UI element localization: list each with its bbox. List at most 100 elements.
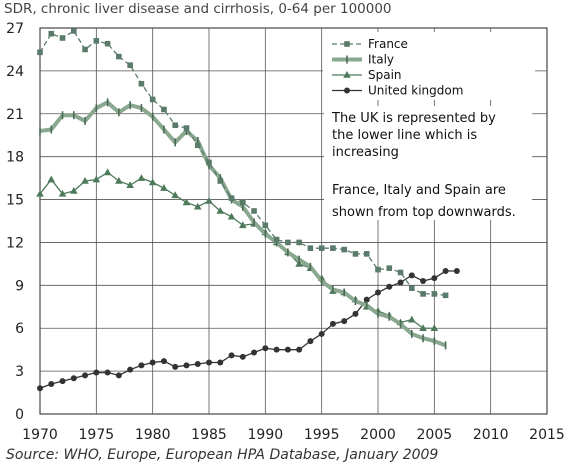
spain-point xyxy=(182,198,191,206)
united-kingdom-point xyxy=(420,278,427,285)
united-kingdom-point xyxy=(307,338,314,345)
france-point xyxy=(442,292,449,299)
united-kingdom-point xyxy=(375,289,381,296)
spain-point xyxy=(103,168,112,176)
france-point xyxy=(318,245,325,251)
france-point xyxy=(82,46,88,53)
spain-point xyxy=(216,206,225,214)
france-point xyxy=(59,35,66,41)
france-point xyxy=(93,38,100,44)
y-tick-label: 18 xyxy=(6,150,24,166)
france-point xyxy=(409,285,415,291)
legend-marker xyxy=(344,41,350,47)
france-point xyxy=(273,236,280,243)
x-tick-label: 1980 xyxy=(135,427,171,443)
spain-point xyxy=(430,324,439,332)
y-tick-label: 21 xyxy=(6,107,24,123)
united-kingdom-point xyxy=(48,380,55,387)
x-tick-label: 2005 xyxy=(417,427,453,443)
y-tick-label: 0 xyxy=(15,407,24,423)
france-point xyxy=(431,291,438,297)
united-kingdom-point xyxy=(228,352,235,359)
x-tick-label: 2015 xyxy=(529,427,565,443)
france-point xyxy=(251,208,257,214)
annotation-background xyxy=(324,106,532,220)
united-kingdom-point xyxy=(104,369,111,376)
france-point xyxy=(375,266,381,273)
united-kingdom-point xyxy=(341,318,348,325)
france-point xyxy=(240,199,246,206)
spain-point xyxy=(81,176,89,184)
legend-item-united-kingdom: United kingdom xyxy=(332,84,463,98)
united-kingdom-point xyxy=(296,346,303,353)
france-point xyxy=(172,122,178,129)
france-point xyxy=(116,53,122,60)
annotation-line: the lower line which is xyxy=(332,128,477,143)
spain-point xyxy=(239,221,247,229)
x-axis-ticks: 1970 1975 1980 1985 1990 1995 2000 2005 2010 2015 xyxy=(22,427,565,443)
legend-item-france: France xyxy=(332,37,408,51)
y-tick-label: 3 xyxy=(15,364,24,380)
france-point xyxy=(262,222,269,229)
spain-point xyxy=(126,181,134,189)
united-kingdom-point xyxy=(70,375,77,382)
france-point xyxy=(206,159,212,166)
spain-point xyxy=(137,174,146,181)
spain-point xyxy=(419,324,427,332)
spain-point xyxy=(148,178,157,186)
united-kingdom-point xyxy=(386,283,393,290)
y-tick-label: 12 xyxy=(6,235,24,251)
united-kingdom-point xyxy=(363,296,370,303)
x-tick-label: 2010 xyxy=(473,427,509,443)
united-kingdom-point xyxy=(138,362,145,369)
x-tick-label: 2000 xyxy=(360,427,396,443)
france-point xyxy=(285,239,291,246)
france-point xyxy=(352,251,359,257)
united-kingdom-point xyxy=(408,272,415,279)
france-point xyxy=(307,245,314,251)
source-note: Source: WHO, Europe, European HPA Databa… xyxy=(6,447,439,463)
x-tick-label: 1975 xyxy=(79,427,115,443)
legend-label: France xyxy=(368,37,408,51)
united-kingdom-point xyxy=(82,372,89,379)
y-tick-label: 24 xyxy=(6,64,24,80)
france-point xyxy=(104,40,111,47)
x-tick-label: 1990 xyxy=(248,427,284,443)
france-point xyxy=(71,28,77,34)
united-kingdom-point xyxy=(239,353,246,360)
france-point xyxy=(228,195,235,201)
series-france xyxy=(37,28,449,299)
united-kingdom-point xyxy=(318,330,325,337)
france-point xyxy=(386,265,393,271)
united-kingdom-point xyxy=(453,268,460,275)
united-kingdom-point xyxy=(206,359,212,366)
france-point xyxy=(127,62,133,68)
legend-marker xyxy=(344,87,350,94)
spain-point xyxy=(36,189,44,197)
y-axis-ticks: 0 3 6 9 12 15 18 21 24 27 xyxy=(6,21,24,423)
united-kingdom-point xyxy=(329,320,336,327)
legend-label: United kingdom xyxy=(368,84,463,98)
france-point xyxy=(330,245,336,251)
series-lines xyxy=(36,28,460,392)
united-kingdom-point xyxy=(217,359,224,366)
annotation-line: shown from top downwards. xyxy=(332,205,516,220)
chart-title: SDR, chronic liver disease and cirrhosis… xyxy=(4,1,392,17)
france-point xyxy=(194,142,201,149)
spain-point xyxy=(160,184,168,191)
spain-point xyxy=(115,176,123,184)
united-kingdom-point xyxy=(172,363,179,370)
annotation-line: France, Italy and Spain are xyxy=(332,183,506,198)
spain-point xyxy=(227,212,236,220)
annotation-line: increasing xyxy=(332,145,399,160)
france-point xyxy=(296,239,302,246)
france-point xyxy=(48,30,55,37)
spain-point xyxy=(58,189,67,197)
y-tick-label: 9 xyxy=(15,278,24,294)
united-kingdom-point xyxy=(93,369,100,376)
y-tick-label: 6 xyxy=(15,321,24,337)
spain-point xyxy=(92,175,101,183)
france-point xyxy=(363,251,370,257)
y-tick-label: 15 xyxy=(6,193,24,209)
